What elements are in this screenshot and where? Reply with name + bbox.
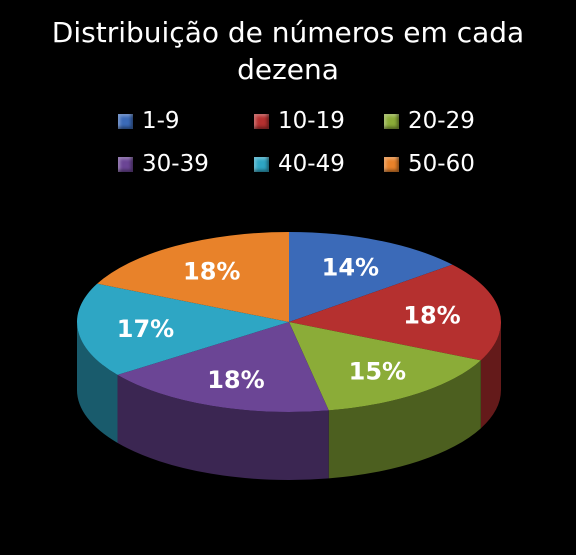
legend-swatch bbox=[254, 156, 269, 172]
chart-legend: 1-9 10-19 20-29 30-39 40-49 50-60 bbox=[118, 104, 538, 181]
legend-label: 20-29 bbox=[408, 108, 475, 134]
pie-side-10-19 bbox=[480, 322, 501, 429]
pie-slice-50-60 bbox=[97, 232, 289, 322]
legend-item-50-60: 50-60 bbox=[384, 147, 514, 181]
pie-slice-20-29 bbox=[289, 322, 481, 411]
legend-item-40-49: 40-49 bbox=[254, 147, 384, 181]
legend-label: 30-39 bbox=[142, 151, 209, 177]
legend-swatch bbox=[254, 113, 269, 129]
legend-label: 10-19 bbox=[278, 108, 345, 134]
chart-title: Distribuição de números em cada dezena bbox=[51, 16, 525, 86]
legend-label: 40-49 bbox=[278, 151, 345, 177]
pie-label-10-19: 18% bbox=[403, 301, 460, 329]
pie-sides bbox=[77, 322, 501, 481]
pie-slice-10-19 bbox=[289, 264, 501, 361]
pie-side-30-39 bbox=[117, 374, 329, 481]
pie-slice-30-39 bbox=[117, 322, 329, 412]
pie-label-20-29: 15% bbox=[349, 357, 406, 385]
pie-label-30-39: 18% bbox=[207, 366, 264, 394]
pie-label-50-60: 18% bbox=[183, 257, 240, 285]
pie-slices bbox=[77, 232, 501, 412]
legend-swatch bbox=[384, 156, 399, 172]
legend-swatch bbox=[118, 113, 133, 129]
pie-label-1-9: 14% bbox=[322, 254, 379, 282]
legend-label: 50-60 bbox=[408, 151, 475, 177]
legend-item-10-19: 10-19 bbox=[254, 104, 384, 138]
legend-item-1-9: 1-9 bbox=[118, 104, 254, 138]
pie-slice-1-9 bbox=[289, 232, 453, 322]
pie-side-40-49 bbox=[77, 322, 118, 443]
pie-side-20-29 bbox=[328, 360, 481, 479]
pie-label-40-49: 17% bbox=[117, 315, 174, 343]
legend-swatch bbox=[118, 156, 133, 172]
pie-slice-40-49 bbox=[77, 283, 290, 375]
legend-item-30-39: 30-39 bbox=[118, 147, 254, 181]
pie-labels: 14% 18% 15% 18% 17% 18% bbox=[117, 254, 461, 394]
legend-item-20-29: 20-29 bbox=[384, 104, 514, 138]
legend-swatch bbox=[384, 113, 399, 129]
legend-label: 1-9 bbox=[142, 108, 180, 134]
